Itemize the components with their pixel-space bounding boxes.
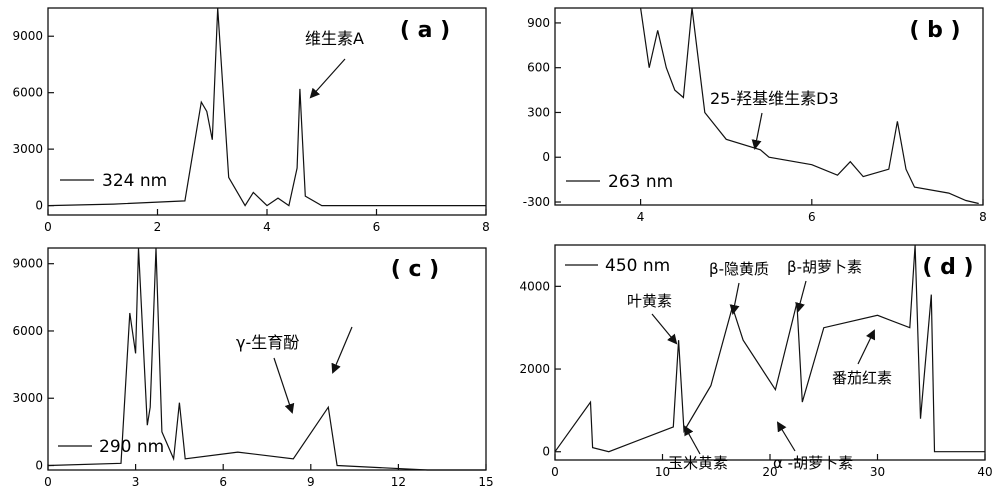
panel-d-annotation-alpha-carotene: α -胡萝卜素: [773, 454, 853, 472]
panel-d-trace: [554, 244, 985, 453]
panel-a-y-tick-label: 9000: [12, 29, 43, 43]
panel-d-x-tick-label: 10: [655, 465, 670, 479]
panel-a-trace: [47, 7, 486, 207]
panel-a-y-axis: 0 3000 6000 9000: [12, 29, 54, 213]
panel-c-label: ( c ): [391, 257, 439, 282]
panel-a-x-tick-label: 8: [482, 220, 490, 234]
panel-b-y-axis: -300 0 300 600 900: [523, 16, 561, 209]
panel-d-annotation-lycopene: 番茄红素: [832, 369, 892, 387]
panel-c-x-tick-label: 15: [478, 475, 493, 489]
panel-d-arrow-lutein: [651, 313, 678, 345]
panel-d-arrow-beta-carotene: [795, 280, 807, 313]
panel-b-trace: [640, 7, 979, 205]
panel-d-legend: 450 nm: [605, 256, 670, 276]
panel-d-x-tick-label: 0: [551, 465, 559, 479]
panel-b-arrow-1: [751, 112, 763, 150]
panel-d-annotation-zeaxanthin: 玉米黄素: [668, 454, 728, 472]
panel-c: 0 3000 6000 9000 0 3 6 9 12 15 ( c ) 290 nm γ-生育…: [12, 247, 494, 489]
panel-b: -300 0 300 600 900 4 6 8 ( b ) 263 nm 25-羟基维生素…: [523, 7, 987, 224]
panel-b-y-tick-label: 0: [542, 150, 550, 164]
panel-c-y-tick-label: 6000: [12, 324, 43, 338]
panel-d-frame: [554, 244, 986, 461]
panel-c-x-tick-label: 3: [132, 475, 140, 489]
panel-c-y-tick-label: 0: [35, 459, 43, 473]
panel-b-y-tick-label: 300: [527, 105, 550, 119]
panel-c-legend: 290 nm: [99, 437, 164, 457]
panel-b-y-tick-label: 600: [527, 61, 550, 75]
panel-c-y-tick-label: 3000: [12, 391, 43, 405]
panel-a-x-tick-label: 4: [263, 220, 271, 234]
panel-a-x-tick-label: 2: [154, 220, 162, 234]
panel-a-annotation-vitamin-a: 维生素A: [305, 29, 364, 48]
panel-a-arrow-1: [309, 58, 346, 99]
panel-c-frame: [47, 247, 487, 471]
panel-d-annotation-lutein: 叶黄素: [627, 292, 672, 310]
panel-b-y-tick-label: -300: [523, 195, 550, 209]
panel-c-arrow-2: [331, 326, 353, 374]
panel-d-label: ( d ): [922, 255, 973, 280]
panel-a-y-tick-label: 3000: [12, 142, 43, 156]
panel-d-annotation-beta-cryptoxanthin: β-隐黄质: [709, 260, 769, 278]
panel-d-arrow-zeaxanthin: [684, 425, 701, 455]
panel-d-arrow-beta-cryptoxanthin: [729, 282, 740, 315]
panel-d-y-tick-label: 0: [542, 445, 550, 459]
panel-b-x-tick-label: 6: [808, 210, 816, 224]
panel-d: 0 2000 4000 0 10 20 30 40 ( d ) 450 nm 叶黄素 β-隐…: [519, 244, 993, 479]
panel-a-legend: 324 nm: [102, 171, 167, 191]
panel-d-arrow-lycopene: [857, 329, 876, 365]
panel-b-label: ( b ): [909, 18, 960, 43]
panel-a-label: ( a ): [400, 18, 450, 43]
panel-c-x-tick-label: 9: [307, 475, 315, 489]
panel-d-x-tick-label: 30: [870, 465, 885, 479]
panel-a: 0 3000 6000 9000 0 2 4 6 8 ( a ) 324 nm 维生素A: [12, 7, 490, 234]
panel-a-y-tick-label: 0: [35, 199, 43, 213]
panel-d-y-tick-label: 2000: [519, 362, 550, 376]
panel-a-x-axis: 0 2 4 6 8: [44, 209, 490, 234]
panel-c-arrow-1: [273, 357, 295, 414]
panel-b-legend: 263 nm: [608, 172, 673, 192]
panel-a-x-tick-label: 0: [44, 220, 52, 234]
panel-b-x-axis: 4 6 8: [637, 199, 987, 224]
panel-d-y-tick-label: 4000: [519, 279, 550, 293]
panel-b-x-tick-label: 4: [637, 210, 645, 224]
panel-c-x-tick-label: 12: [391, 475, 406, 489]
panel-a-x-tick-label: 6: [373, 220, 381, 234]
panel-d-annotation-beta-carotene: β-胡萝卜素: [787, 258, 862, 276]
panel-b-frame: [554, 7, 984, 206]
panel-b-y-tick-label: 900: [527, 16, 550, 30]
panel-c-x-tick-label: 6: [219, 475, 227, 489]
panel-a-y-tick-label: 6000: [12, 86, 43, 100]
panel-d-x-tick-label: 20: [762, 465, 777, 479]
panel-b-annotation-25-hydroxy-d3: 25-羟基维生素D3: [710, 89, 839, 108]
panel-c-trace: [47, 247, 486, 471]
panel-c-x-axis: 0 3 6 9 12 15: [44, 464, 494, 489]
panel-d-y-axis: 0 2000 4000: [519, 279, 561, 459]
panel-d-x-axis: 0 10 20 30 40: [551, 454, 993, 479]
panel-d-arrow-alpha-carotene: [776, 421, 796, 452]
panel-c-annotation-gamma-tocopherol: γ-生育酚: [236, 333, 299, 352]
panel-c-y-tick-label: 9000: [12, 257, 43, 271]
panel-d-x-tick-label: 40: [977, 465, 992, 479]
panel-b-x-tick-label: 8: [979, 210, 987, 224]
panel-c-x-tick-label: 0: [44, 475, 52, 489]
